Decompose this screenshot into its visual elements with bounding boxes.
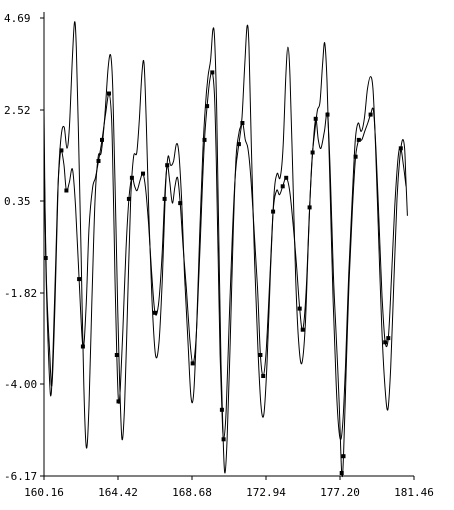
- data-point-marker: [64, 188, 69, 193]
- data-point-marker: [141, 171, 145, 176]
- plot-area: [43, 12, 414, 478]
- x-tick-label: 181.46: [394, 486, 434, 499]
- data-point-marker: [178, 201, 183, 206]
- data-point-marker: [100, 137, 104, 142]
- data-point-marker: [356, 137, 361, 142]
- data-point-marker: [325, 112, 330, 117]
- data-point-marker: [307, 205, 312, 210]
- data-point-marker: [221, 437, 226, 442]
- data-point-marker: [300, 327, 305, 332]
- y-axis-ticks: 4.69 2.52 0.35 -1.82 -4.00 -6.17: [4, 12, 44, 483]
- series-layer: [43, 21, 408, 478]
- data-point-marker: [80, 344, 85, 349]
- data-point-marker: [313, 116, 318, 121]
- data-point-marker: [219, 407, 224, 412]
- y-tick-label: -4.00: [4, 378, 37, 391]
- data-point-marker: [258, 353, 263, 357]
- data-point-marker: [280, 184, 285, 189]
- x-tick-label: 160.16: [24, 486, 64, 499]
- data-point-marker: [202, 137, 207, 142]
- data-point-marker: [383, 340, 388, 345]
- data-point-marker: [341, 454, 346, 459]
- data-point-marker: [240, 121, 245, 125]
- x-axis-ticks: 160.16 164.42 168.68 172.94 177.20 181.4…: [24, 476, 434, 499]
- series-line-1: [43, 71, 407, 478]
- x-tick-label: 172.94: [246, 486, 286, 499]
- marker-layer: [43, 70, 403, 475]
- data-point-marker: [165, 163, 170, 168]
- series-line-2: [43, 21, 408, 474]
- data-point-marker: [162, 196, 167, 201]
- data-point-marker: [271, 209, 276, 214]
- data-point-marker: [153, 310, 157, 315]
- data-point-marker: [210, 70, 215, 75]
- data-point-marker: [236, 142, 241, 147]
- data-point-marker: [59, 148, 64, 153]
- data-point-marker: [297, 306, 302, 311]
- x-tick-label: 177.20: [320, 486, 360, 499]
- data-point-marker: [43, 256, 48, 260]
- x-tick-label: 164.42: [98, 486, 138, 499]
- data-point-marker: [368, 112, 373, 117]
- data-point-marker: [353, 154, 358, 159]
- data-point-marker: [205, 104, 210, 109]
- data-point-marker: [114, 353, 119, 357]
- data-point-marker: [339, 471, 344, 475]
- data-point-marker: [96, 159, 101, 163]
- y-tick-label: 0.35: [4, 195, 31, 208]
- data-point-marker: [284, 175, 289, 180]
- data-point-marker: [129, 175, 134, 180]
- data-point-marker: [386, 336, 391, 341]
- data-point-marker: [310, 150, 315, 155]
- data-point-marker: [107, 91, 111, 96]
- data-point-marker: [261, 374, 266, 378]
- y-tick-label: 2.52: [4, 104, 31, 117]
- y-tick-label: -1.82: [4, 287, 37, 300]
- data-point-marker: [126, 196, 131, 201]
- data-point-marker: [77, 277, 82, 282]
- data-point-marker: [190, 361, 195, 366]
- data-point-marker: [398, 146, 403, 151]
- data-point-marker: [116, 399, 121, 404]
- y-tick-label: 4.69: [4, 12, 31, 25]
- y-tick-label: -6.17: [4, 470, 37, 483]
- x-tick-label: 168.68: [172, 486, 212, 499]
